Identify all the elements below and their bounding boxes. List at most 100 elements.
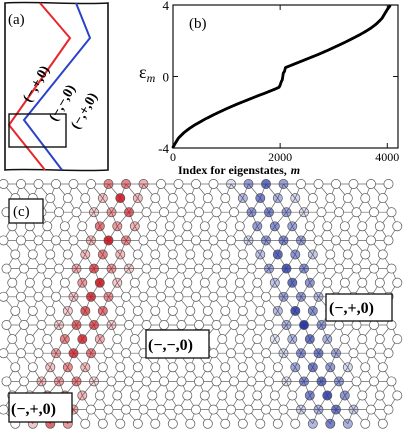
lattice-site (307, 418, 318, 429)
lattice-site (322, 277, 333, 288)
lattice-site (138, 404, 149, 415)
lattice-bond (67, 296, 74, 312)
lattice-site (94, 277, 105, 288)
lattice-site (290, 362, 301, 373)
lattice-bond (274, 338, 284, 354)
lattice-site (124, 376, 134, 387)
lattice-site (194, 376, 204, 387)
lattice-site (278, 348, 289, 359)
lattice-site (182, 221, 193, 232)
lattice-site (115, 418, 126, 429)
lattice-site (392, 277, 403, 288)
lattice-site (199, 221, 210, 232)
lattice-bond (283, 183, 296, 199)
lattice-site (366, 404, 376, 415)
lattice-site (185, 362, 196, 373)
lattice-bond (76, 254, 86, 269)
lattice-site (342, 249, 353, 260)
lattice-site (369, 207, 379, 218)
lattice-site (269, 221, 280, 232)
lattice-site (322, 221, 333, 232)
lattice-site (296, 179, 306, 189)
x-axis-label-text: Index for eigenstates, (178, 163, 287, 177)
lattice-site (392, 221, 403, 232)
lattice-site (339, 390, 350, 401)
y-axis-label: εm (139, 62, 156, 85)
lattice-site (97, 193, 108, 204)
lattice-site (138, 291, 149, 302)
lattice-site (150, 362, 161, 373)
lattice-site (234, 221, 245, 232)
lattice-site (121, 404, 131, 415)
lattice-site (106, 376, 117, 387)
lattice-site (176, 320, 187, 330)
lattice-site (7, 277, 18, 288)
lattice-site (0, 348, 9, 359)
label-right-box (325, 293, 393, 322)
lattice-site (234, 334, 245, 345)
lattice-site (313, 179, 324, 189)
lattice-bond (102, 197, 112, 213)
lattice-site (94, 334, 105, 345)
lattice-site (106, 263, 117, 274)
lattice-site (112, 221, 123, 232)
lattice-site (80, 305, 91, 316)
panel-c-tag: (c) (13, 204, 30, 220)
y-tick-label: 4 (163, 0, 170, 13)
lattice-bond (259, 240, 267, 255)
lattice-site (167, 362, 178, 373)
lattice-site (229, 320, 239, 330)
lattice-site (226, 348, 236, 359)
lattice-site (54, 207, 64, 218)
lattice-bond (277, 296, 284, 312)
lattice-site (313, 235, 324, 246)
lattice-site (255, 249, 266, 260)
lattice-site (287, 221, 298, 232)
lattice-site (357, 221, 368, 232)
lattice-site (217, 221, 228, 232)
panel-a: (a) (−,+,0) (−,−,0) (−,+,0) (4, 1, 109, 172)
lattice-bond (76, 268, 83, 283)
lattice-site (243, 235, 254, 246)
lattice-site (24, 334, 35, 345)
lattice-site (307, 362, 318, 373)
lattice-site (36, 263, 47, 274)
lattice-bond (125, 226, 136, 241)
lattice-site (42, 221, 53, 232)
lattice-site (103, 291, 114, 302)
lattice-site (86, 404, 96, 415)
label-bottom-left-box (8, 392, 73, 423)
lattice-site (386, 376, 397, 387)
lattice-site (243, 404, 254, 415)
lattice-site (211, 376, 222, 387)
lattice-site (176, 376, 187, 387)
lattice-site (167, 249, 178, 260)
lattice-site (97, 362, 108, 373)
lattice-site (33, 348, 44, 359)
lattice-site (42, 334, 53, 345)
lattice-site (369, 376, 379, 387)
lattice-bond (268, 268, 276, 283)
lattice-site (147, 221, 158, 232)
lattice-site (351, 320, 362, 330)
lattice-site (316, 320, 327, 330)
lattice-site (45, 193, 56, 204)
lattice-site (27, 249, 38, 260)
lattice-site (156, 235, 166, 246)
lattice-site (141, 376, 152, 387)
lattice-site (77, 221, 88, 232)
lattice-site (304, 334, 315, 345)
lattice-site (33, 179, 44, 189)
lattice-site (331, 404, 341, 415)
lattice-site (124, 263, 134, 274)
lattice-site (237, 362, 248, 373)
lattice-site (159, 207, 169, 218)
lattice-site (132, 362, 143, 373)
lattice-site (374, 334, 385, 345)
lattice-site (243, 179, 254, 189)
lattice-site (208, 404, 219, 415)
lattice-site (278, 235, 289, 246)
lattice-bond (291, 226, 302, 241)
lattice-site (255, 418, 266, 429)
lattice-site (176, 263, 187, 274)
